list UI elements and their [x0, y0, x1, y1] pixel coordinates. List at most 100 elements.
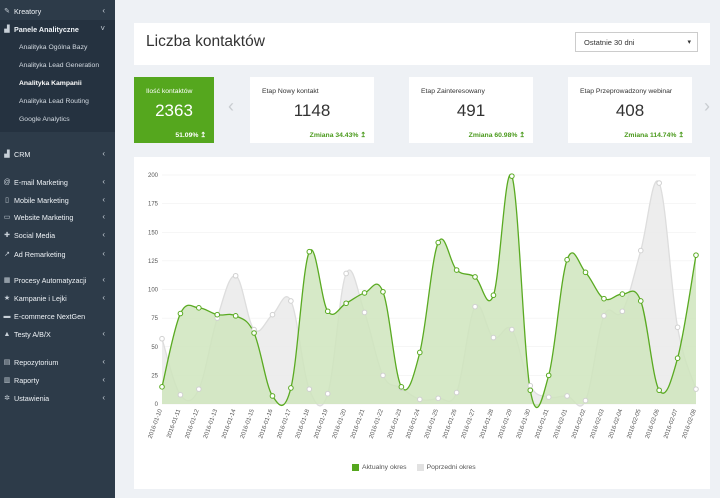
legend-label-current[interactable]: Aktualny okres	[362, 464, 407, 471]
sidebar-item-10[interactable]: ▬ E-commerce NextGen	[0, 308, 115, 324]
x-tick-label: 2016-02-06	[645, 408, 661, 440]
sidebar-item-13[interactable]: ▥ Raporty ‹	[0, 372, 115, 388]
data-point-current	[545, 372, 552, 379]
period-select[interactable]: Ostatnie 30 dni ▾	[575, 32, 698, 52]
data-point-current	[564, 256, 570, 263]
sidebar-item-12[interactable]: ▤ Repozytorium ‹	[0, 354, 115, 370]
data-point-current	[509, 173, 515, 179]
sidebar-subitem-1[interactable]: Analityka Lead Generation	[19, 61, 100, 69]
data-point-previous	[288, 298, 294, 304]
chevron-left-icon: ‹	[102, 275, 105, 284]
chevron-left-icon: ‹	[102, 329, 105, 338]
kpi-value: 1148	[293, 101, 331, 120]
header-card: Liczba kontaktów Ostatnie 30 dni ▾	[134, 23, 710, 65]
sidebar-item-11[interactable]: ▲ Testy A/B/X ‹	[0, 326, 115, 342]
data-point-previous	[582, 397, 589, 404]
sidebar-item-2[interactable]: ▟ CRM ‹	[0, 146, 115, 162]
kpi-label: Etap Przeprowadzony webinar	[580, 88, 673, 95]
sidebar-item-icon: ▥	[3, 377, 11, 384]
sidebar-subitem-3[interactable]: Analityka Lead Routing	[19, 97, 89, 105]
data-point-previous	[159, 335, 165, 342]
data-point-current	[693, 252, 699, 258]
sidebar-item-5[interactable]: ▭ Website Marketing ‹	[0, 209, 115, 225]
chevron-left-icon: ‹	[102, 212, 105, 221]
sidebar-item-6[interactable]: ✚ Social Media ‹	[0, 227, 115, 243]
series-area-current	[162, 174, 696, 408]
x-tick-label: 2016-02-03	[590, 408, 606, 440]
kpi-change: 51.09% ↥	[175, 132, 206, 139]
kpi-card-interested[interactable]: Etap Zainteresowany 491 Zmiana 60.98% ↥	[409, 77, 533, 143]
data-point-current	[601, 295, 607, 302]
kpi-card-new-contact[interactable]: Etap Nowy kontakt 1148 Zmiana 34.43% ↥	[250, 77, 374, 143]
sidebar-item-4[interactable]: ▯ Mobile Marketing ‹	[0, 192, 115, 208]
data-point-current	[656, 387, 662, 394]
data-point-current	[619, 291, 626, 297]
sidebar-item-label: Kreatory	[14, 6, 42, 16]
series-area-previous	[162, 180, 696, 407]
chevron-left-icon: ‹	[102, 375, 105, 384]
sidebar-subitem-0[interactable]: Analityka Ogólna Bazy	[19, 43, 88, 51]
legend-label-previous[interactable]: Poprzedni okres	[426, 464, 476, 471]
sidebar-item-label: Repozytorium	[14, 357, 59, 367]
data-point-previous	[324, 390, 331, 397]
x-tick-label: 2016-01-25	[424, 408, 440, 440]
sidebar-item-icon: ▟	[4, 151, 10, 158]
kpi-label: Etap Nowy kontakt	[262, 88, 319, 95]
data-point-current	[196, 305, 202, 311]
data-point-current	[398, 384, 405, 390]
x-tick-label: 2016-01-10	[148, 408, 164, 440]
y-tick-label: 150	[148, 230, 159, 236]
data-point-previous	[232, 272, 239, 279]
sidebar: ✎ Kreatory ‹ ▟ Panele Analityczne ˅ ▟ CRM ‹ @ E-ma…	[0, 0, 115, 498]
sidebar-item-label: Testy A/B/X	[14, 329, 51, 339]
sidebar-subitem-2[interactable]: Analityka Kampanii	[19, 79, 82, 87]
kpi-card-webinar[interactable]: Etap Przeprowadzony webinar 408 Zmiana 1…	[568, 77, 692, 143]
x-tick-label: 2016-01-24	[406, 408, 422, 440]
data-point-previous	[564, 393, 570, 399]
sidebar-item-label: Mobile Marketing	[14, 195, 69, 205]
data-point-current	[232, 313, 239, 319]
y-tick-label: 100	[148, 288, 159, 294]
sidebar-subitem-4[interactable]: Google Analytics	[19, 115, 70, 123]
chevron-left-icon: ‹	[102, 230, 105, 239]
data-point-previous	[361, 309, 368, 316]
carousel-prev-icon[interactable]: ‹	[228, 96, 234, 116]
chevron-left-icon: ‹	[102, 293, 105, 302]
data-point-previous	[637, 247, 644, 254]
chevron-left-icon: ‹	[102, 249, 105, 258]
sidebar-item-icon: @	[3, 178, 11, 186]
x-tick-label: 2016-02-07	[663, 408, 679, 440]
sidebar-item-3[interactable]: @ E-mail Marketing ‹	[0, 174, 115, 190]
x-tick-label: 2016-01-15	[240, 408, 256, 440]
chevron-down-icon: ▾	[687, 39, 691, 46]
data-point-previous	[509, 326, 515, 333]
sidebar-item-9[interactable]: ★ Kampanie i Lejki ‹	[0, 290, 115, 306]
data-point-current	[177, 310, 184, 317]
data-point-current	[361, 290, 368, 296]
sidebar-item-0[interactable]: ✎ Kreatory ‹	[0, 3, 115, 19]
data-point-current	[472, 274, 478, 280]
sidebar-item-icon: ✚	[4, 232, 10, 239]
sidebar-item-label: Kampanie i Lejki	[14, 293, 67, 303]
data-point-current	[416, 349, 423, 356]
kpi-card-contacts[interactable]: Ilość kontaktów 2363 51.09% ↥	[134, 77, 214, 143]
chart-legend: Aktualny okres Poprzedni okres	[352, 464, 476, 471]
data-point-previous	[674, 324, 681, 331]
sidebar-item-8[interactable]: ▦ Procesy Automatyzacji ‹	[0, 272, 115, 288]
sidebar-item-label: Panele Analityczne	[14, 24, 79, 34]
data-point-previous	[343, 270, 349, 277]
data-point-current	[324, 308, 331, 315]
kpi-value: 2363	[155, 101, 193, 120]
sidebar-item-label: Website Marketing	[14, 212, 74, 222]
y-tick-label: 0	[155, 402, 159, 408]
x-tick-label: 2016-01-19	[313, 408, 329, 440]
x-tick-label: 2016-02-01	[553, 408, 569, 440]
carousel-next-icon[interactable]: ›	[704, 96, 710, 116]
data-point-previous	[416, 396, 423, 403]
y-tick-label: 75	[151, 316, 158, 322]
sidebar-item-7[interactable]: ↗ Ad Remarketing ‹	[0, 246, 115, 262]
sidebar-item-1[interactable]: ▟ Panele Analityczne ˅	[0, 21, 115, 37]
sidebar-item-14[interactable]: ✲ Ustawienia ‹	[0, 390, 115, 406]
kpi-label: Ilość kontaktów	[146, 88, 193, 95]
y-tick-label: 50	[151, 345, 158, 351]
